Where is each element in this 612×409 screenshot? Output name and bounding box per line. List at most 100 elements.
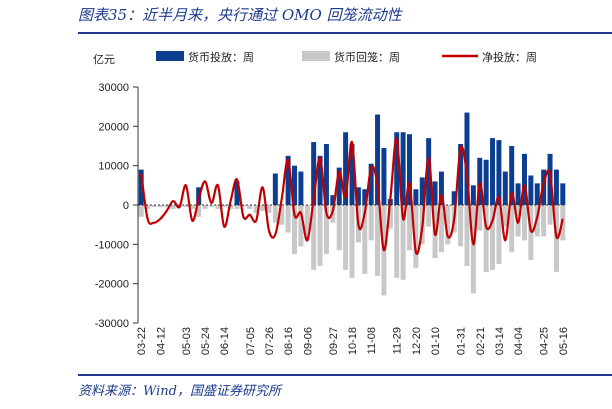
bar-injection [413, 189, 419, 205]
x-tick-label: 12-20 [411, 327, 423, 355]
bar-injection [534, 183, 540, 205]
x-tick-label: 05-03 [181, 327, 193, 355]
bar-withdrawal [502, 205, 508, 227]
x-tick-label: 10-18 [347, 327, 359, 355]
bar-withdrawal [279, 205, 285, 225]
bar-injection [343, 132, 349, 205]
bar-withdrawal [266, 205, 272, 213]
x-tick-label: 03-22 [136, 327, 148, 355]
bar-withdrawal [349, 205, 355, 278]
series-line-net [140, 136, 564, 255]
bar-withdrawal [375, 205, 381, 276]
bar-injection [470, 185, 476, 205]
bar-injection [317, 155, 323, 205]
bar-withdrawal [285, 205, 291, 233]
x-tick-label: 06-14 [219, 327, 231, 355]
x-tick-label: 04-25 [539, 327, 551, 355]
bar-withdrawal [208, 205, 214, 207]
bar-withdrawal [145, 205, 151, 209]
bar-withdrawal [138, 205, 144, 217]
x-tick-label: 11-29 [392, 327, 404, 354]
bar-withdrawal [407, 205, 412, 251]
bar-injection [330, 195, 336, 205]
bar-injection [419, 177, 425, 205]
bar-withdrawal [189, 205, 195, 209]
bar-withdrawal [215, 205, 221, 209]
bar-withdrawal [196, 205, 202, 217]
y-tick-label: 10000 [98, 161, 129, 173]
legend-label-net: 净投放：周 [482, 50, 537, 64]
bar-withdrawal [336, 205, 342, 251]
x-tick-label: 03-14 [494, 327, 506, 355]
bar-withdrawal [253, 205, 259, 213]
bar-withdrawal [394, 205, 400, 278]
bar-withdrawal [547, 205, 553, 225]
x-tick-label: 11-08 [366, 327, 378, 354]
bar-injection [560, 183, 566, 205]
bar-withdrawal [157, 205, 163, 207]
bar-injection [323, 144, 329, 205]
bar-withdrawal [496, 205, 502, 264]
bar-injection [394, 132, 400, 205]
bar-withdrawal [311, 205, 317, 270]
bar-withdrawal [490, 205, 496, 270]
y-tick-label: 30000 [98, 82, 129, 94]
bar-injection [298, 171, 304, 205]
line-layer [140, 136, 564, 255]
bar-injection [521, 153, 527, 205]
bar-injection [477, 157, 483, 205]
legend-swatch-injection [156, 51, 184, 61]
top-rule [78, 32, 612, 34]
legend-label-injection: 货币投放：周 [188, 50, 254, 64]
bar-withdrawal [483, 205, 489, 272]
bar-injection [362, 189, 368, 205]
source-note: 资料来源：Wind，国盛证券研究所 [78, 384, 281, 399]
bar-withdrawal [343, 205, 349, 270]
x-tick-label: 05-24 [200, 327, 212, 355]
bar-withdrawal [183, 205, 189, 207]
bar-injection [490, 138, 496, 205]
bar-injection [483, 159, 489, 205]
legend-swatch-withdrawal [302, 51, 330, 61]
x-tick-label: 04-12 [155, 327, 167, 355]
bar-withdrawal [445, 205, 451, 245]
bar-withdrawal [247, 205, 253, 209]
bar-injection [234, 181, 240, 205]
bar-withdrawal [240, 205, 246, 207]
bar-withdrawal [151, 205, 157, 207]
bar-injection [515, 183, 521, 205]
bar-injection [272, 173, 278, 205]
y-axis-unit-label: 亿元 [93, 53, 115, 66]
bar-injection [509, 146, 515, 205]
bar-withdrawal [458, 205, 464, 247]
bar-withdrawal [426, 205, 432, 227]
bar-withdrawal [170, 205, 176, 209]
bar-withdrawal [317, 205, 323, 266]
bar-withdrawal [521, 205, 527, 241]
bar-withdrawal [304, 205, 310, 241]
x-tick-label: 02-21 [475, 327, 487, 355]
bar-withdrawal [221, 205, 227, 207]
bottom-rule [78, 374, 612, 376]
bar-withdrawal [477, 205, 483, 231]
bar-injection [285, 155, 291, 205]
x-tick-label: 04-04 [513, 327, 525, 355]
bar-injection [496, 140, 502, 205]
bars-layer [138, 112, 566, 296]
bar-withdrawal [292, 205, 297, 255]
bar-withdrawal [509, 205, 515, 253]
bar-withdrawal [368, 205, 374, 241]
x-tick-label: 01-31 [456, 327, 468, 355]
bar-withdrawal [202, 205, 208, 209]
bar-injection [426, 138, 432, 205]
bar-withdrawal [400, 205, 406, 280]
bar-withdrawal [234, 205, 240, 209]
legend-label-withdrawal: 货币回笼：周 [334, 50, 400, 64]
x-tick-label: 05-16 [558, 327, 570, 355]
bar-injection [336, 167, 342, 205]
bar-withdrawal [272, 205, 278, 223]
y-tick-label: -10000 [95, 239, 129, 251]
bar-injection [407, 134, 412, 205]
x-tick-label: 09-27 [328, 327, 340, 355]
bar-withdrawal [362, 205, 368, 274]
